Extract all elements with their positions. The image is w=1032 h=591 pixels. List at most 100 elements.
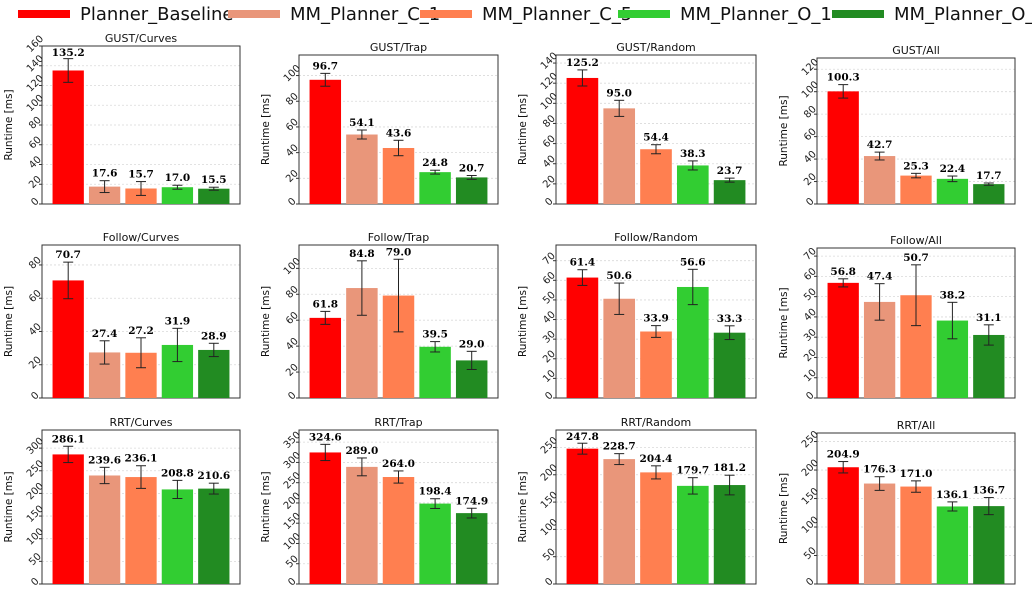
y-tick-label: 60 [802,126,819,143]
chart-title: GUST/Random [616,41,696,54]
y-tick-label: 60 [284,117,301,134]
bar [382,147,415,204]
y-axis-label: Runtime [ms] [3,471,15,542]
bar [640,331,672,398]
data-label: 56.6 [680,256,706,268]
bar [900,175,932,204]
legend-item-planner-baseline: Planner_Baseline [18,2,234,26]
data-label: 20.7 [459,162,485,174]
y-tick-label: 0 [29,576,41,588]
bar [936,506,969,584]
chart-title: Follow/Random [614,231,698,244]
y-tick-label: 60 [27,135,44,152]
data-label: 31.9 [165,315,191,327]
data-label: 23.7 [717,165,743,177]
legend-item-mm-planner-c-1: MM_Planner_C_1 [228,2,440,26]
y-axis-label: Runtime [ms] [3,89,15,160]
y-tick-label: 150 [25,504,46,525]
data-label: 198.4 [419,486,452,498]
chart-title: RRT/All [897,419,936,432]
data-label: 61.8 [313,298,339,310]
bar [309,79,342,204]
y-tick-label: 10 [802,368,819,385]
bar [52,454,84,584]
y-tick-label: 160 [25,34,46,55]
legend: Planner_Baseline MM_Planner_C_1 MM_Plann… [0,0,1032,30]
y-tick-label: 0 [29,196,41,208]
chart-panel: 0 10 20 30 40 50 60 70 Follow/Random Runtime [ms]… [517,231,757,402]
data-label: 204.9 [827,449,860,461]
y-tick-label: 50 [27,551,44,568]
y-tick-label: 40 [27,321,44,338]
legend-label: MM_Planner_O_5 [894,3,1032,25]
y-tick-label: 140 [539,51,560,72]
bar [419,172,451,204]
bar [936,178,969,204]
data-label: 31.1 [976,312,1002,324]
bar [900,486,932,584]
bar [827,467,859,584]
data-label: 39.5 [422,329,448,341]
y-tick-label: 0 [804,196,816,208]
data-label: 50.7 [903,252,929,264]
bar [603,459,636,584]
data-label: 33.3 [717,313,743,325]
bar [603,108,636,204]
y-tick-label: 0 [543,576,555,588]
data-label: 96.7 [313,60,339,72]
y-tick-label: 80 [284,91,301,108]
data-label: 17.7 [976,170,1002,182]
y-axis-label: Runtime [ms] [778,287,790,358]
bar [676,165,709,204]
y-tick-label: 300 [282,450,303,471]
bar [973,506,1005,584]
bar [346,466,378,584]
y-tick-label: 300 [25,436,46,457]
data-label: 95.0 [606,87,632,99]
y-tick-label: 20 [27,174,44,191]
y-tick-label: 120 [800,57,821,78]
y-tick-label: 60 [27,288,44,305]
data-label: 38.2 [940,289,966,301]
data-label: 228.7 [603,441,636,453]
y-tick-label: 50 [802,286,819,303]
legend-label: Planner_Baseline [80,3,234,25]
data-label: 176.3 [863,464,896,476]
y-tick-label: 40 [802,307,819,324]
y-axis-label: Runtime [ms] [778,95,790,166]
legend-swatch [228,10,280,18]
y-tick-label: 200 [282,491,303,512]
data-label: 236.1 [125,453,158,465]
chart-title: Follow/Curves [103,231,180,244]
y-tick-label: 20 [284,362,301,379]
data-label: 56.8 [830,266,856,278]
bar [973,184,1005,204]
y-tick-label: 250 [539,435,560,456]
y-tick-label: 20 [27,355,44,372]
legend-item-mm-planner-o-5: MM_Planner_O_5 [832,2,1032,26]
chart-panel: 0 20 40 60 80 100 Follow/Trap Runtime [ms] 61.8 8… [260,231,499,402]
data-label: 204.4 [640,453,673,465]
bar [863,156,896,204]
y-tick-label: 100 [282,256,303,277]
y-tick-label: 70 [802,246,819,263]
data-label: 181.2 [713,462,746,474]
y-tick-label: 350 [282,430,303,451]
data-label: 135.2 [52,47,85,59]
legend-swatch [618,10,670,18]
bar [863,483,896,584]
y-tick-label: 80 [27,115,44,132]
chart-panel: 0 20 40 60 80 Follow/Curves Runtime [ms] 70.7 27… [3,231,241,402]
bar [125,477,157,584]
y-tick-label: 150 [539,490,560,511]
data-label: 15.5 [201,174,227,186]
bar [603,298,636,398]
y-tick-label: 0 [286,196,298,208]
y-tick-label: 20 [802,171,819,188]
y-axis-label: Runtime [ms] [260,94,272,165]
y-tick-label: 150 [800,486,821,507]
data-label: 61.4 [570,257,596,269]
